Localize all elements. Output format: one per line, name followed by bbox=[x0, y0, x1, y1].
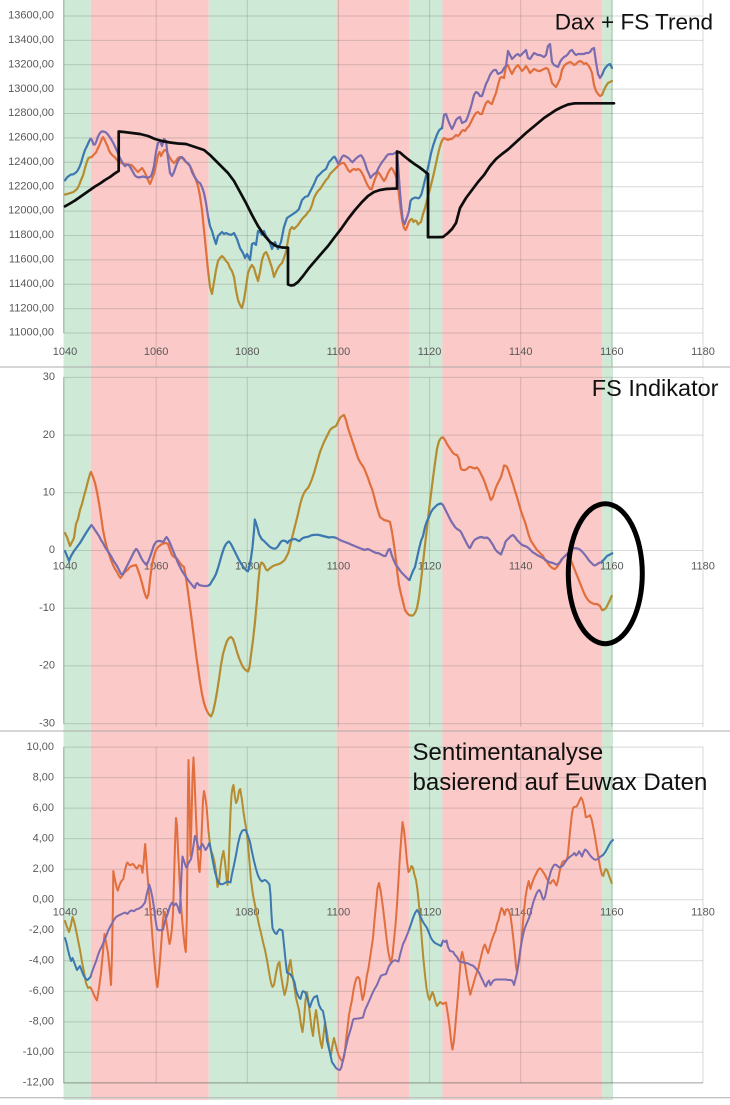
svg-text:1180: 1180 bbox=[691, 346, 715, 358]
svg-text:1140: 1140 bbox=[509, 906, 533, 918]
svg-text:-8,00: -8,00 bbox=[29, 1016, 54, 1028]
svg-text:8,00: 8,00 bbox=[33, 771, 54, 783]
svg-text:11600,00: 11600,00 bbox=[9, 254, 54, 266]
svg-text:1180: 1180 bbox=[691, 906, 715, 918]
svg-text:12400,00: 12400,00 bbox=[8, 156, 54, 168]
svg-text:-10: -10 bbox=[39, 602, 55, 614]
svg-text:13400,00: 13400,00 bbox=[8, 34, 54, 46]
svg-text:1100: 1100 bbox=[327, 560, 351, 572]
svg-text:1040: 1040 bbox=[53, 906, 77, 918]
svg-text:12800,00: 12800,00 bbox=[8, 107, 54, 119]
svg-text:10: 10 bbox=[43, 487, 55, 499]
svg-text:-10,00: -10,00 bbox=[23, 1046, 54, 1058]
svg-text:11400,00: 11400,00 bbox=[9, 278, 54, 290]
svg-text:1140: 1140 bbox=[509, 346, 533, 358]
svg-text:1080: 1080 bbox=[235, 346, 259, 358]
svg-text:13200,00: 13200,00 bbox=[8, 58, 54, 70]
svg-text:11800,00: 11800,00 bbox=[9, 229, 54, 241]
svg-text:30: 30 bbox=[43, 371, 55, 383]
svg-text:-20: -20 bbox=[39, 660, 55, 672]
svg-text:20: 20 bbox=[43, 429, 55, 441]
svg-text:1080: 1080 bbox=[235, 906, 259, 918]
svg-text:1160: 1160 bbox=[600, 560, 624, 572]
svg-text:0,00: 0,00 bbox=[33, 893, 54, 905]
svg-text:1160: 1160 bbox=[600, 346, 624, 358]
svg-text:-4,00: -4,00 bbox=[29, 954, 54, 966]
svg-text:1140: 1140 bbox=[509, 560, 533, 572]
svg-text:0: 0 bbox=[49, 544, 55, 556]
svg-text:1040: 1040 bbox=[53, 560, 77, 572]
svg-text:FS Indikator: FS Indikator bbox=[592, 375, 719, 401]
svg-text:1120: 1120 bbox=[418, 346, 442, 358]
svg-text:1100: 1100 bbox=[327, 346, 351, 358]
svg-text:10,00: 10,00 bbox=[26, 741, 54, 753]
svg-text:Sentimentanalyse: Sentimentanalyse bbox=[413, 739, 604, 766]
svg-text:12600,00: 12600,00 bbox=[8, 132, 54, 144]
svg-text:1040: 1040 bbox=[53, 346, 77, 358]
svg-text:12000,00: 12000,00 bbox=[8, 205, 54, 217]
svg-text:1100: 1100 bbox=[327, 906, 351, 918]
svg-text:-2,00: -2,00 bbox=[29, 924, 54, 936]
svg-text:2,00: 2,00 bbox=[33, 863, 54, 875]
svg-text:1120: 1120 bbox=[418, 906, 442, 918]
svg-text:-6,00: -6,00 bbox=[29, 985, 54, 997]
svg-text:1060: 1060 bbox=[144, 346, 168, 358]
svg-text:1180: 1180 bbox=[691, 560, 715, 572]
svg-text:1160: 1160 bbox=[600, 906, 624, 918]
svg-text:6,00: 6,00 bbox=[33, 802, 54, 814]
svg-text:11000,00: 11000,00 bbox=[9, 327, 54, 339]
svg-text:1060: 1060 bbox=[144, 560, 168, 572]
svg-text:-12,00: -12,00 bbox=[23, 1077, 54, 1089]
svg-text:4,00: 4,00 bbox=[33, 832, 54, 844]
svg-text:12200,00: 12200,00 bbox=[8, 180, 54, 192]
svg-text:basierend auf Euwax Daten: basierend auf Euwax Daten bbox=[413, 769, 708, 796]
svg-text:-30: -30 bbox=[39, 717, 55, 729]
svg-text:13000,00: 13000,00 bbox=[8, 83, 54, 95]
svg-text:13600,00: 13600,00 bbox=[8, 10, 54, 22]
svg-text:11200,00: 11200,00 bbox=[9, 302, 54, 314]
svg-text:Dax + FS Trend: Dax + FS Trend bbox=[555, 10, 713, 35]
